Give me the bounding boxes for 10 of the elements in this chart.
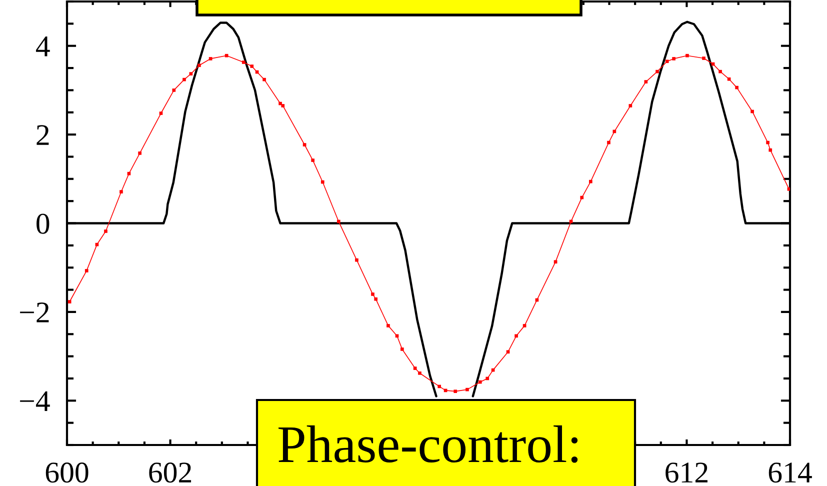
y-tick-label: −4	[20, 391, 50, 412]
y-tick-label: −2	[20, 302, 49, 322]
y-tick-label: 0	[36, 214, 50, 234]
y-tick-label: 4	[36, 36, 50, 56]
x-tick-label: 612	[666, 462, 708, 483]
y-tick-label: 2	[36, 125, 49, 145]
annotation: Phase-control:	[278, 425, 578, 463]
x-tick-label: 602	[149, 462, 192, 483]
x-tick-label: 600	[46, 462, 88, 483]
x-tick-label: 614	[768, 462, 812, 483]
